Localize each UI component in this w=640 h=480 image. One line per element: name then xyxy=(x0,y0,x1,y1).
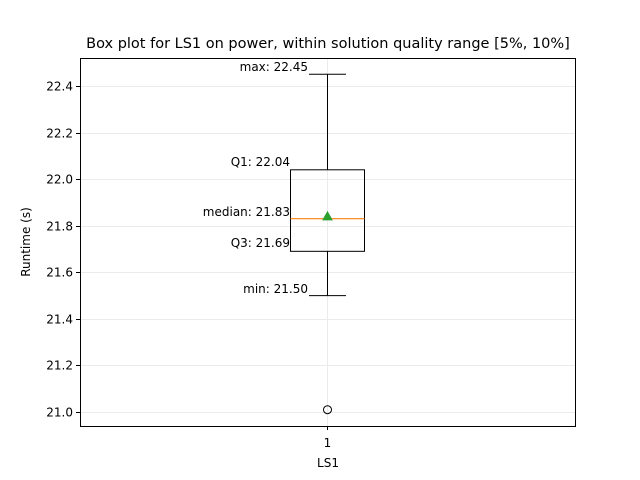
outlier-point xyxy=(323,405,332,415)
annotation-q1: Q1: 22.04 xyxy=(231,155,290,169)
annotations: max: 22.45 Q1: 22.04 median: 21.83 Q3: 2… xyxy=(203,60,308,296)
y-tick-label: 22.0 xyxy=(46,173,73,187)
grid-lines xyxy=(80,58,575,426)
y-tick-label: 21.2 xyxy=(46,359,73,373)
annotation-min: min: 21.50 xyxy=(243,282,308,296)
annotation-median: median: 21.83 xyxy=(203,205,290,219)
x-axis: 1 xyxy=(324,426,332,450)
y-axis: 21.0 21.2 21.4 21.6 21.8 22.0 22.2 22.4 xyxy=(46,80,80,420)
y-tick-label: 21.8 xyxy=(46,220,73,234)
annotation-q3: Q3: 21.69 xyxy=(231,236,290,250)
y-tick-label: 21.6 xyxy=(46,266,73,280)
chart-title: Box plot for LS1 on power, within soluti… xyxy=(86,36,570,52)
y-tick-label: 21.0 xyxy=(46,406,73,420)
mean-marker xyxy=(322,210,333,221)
y-tick-label: 22.2 xyxy=(46,127,73,141)
y-tick-label: 22.4 xyxy=(46,80,73,94)
box-series xyxy=(290,73,365,415)
y-tick-label: 21.4 xyxy=(46,313,73,327)
y-axis-label: Runtime (s) xyxy=(19,207,33,277)
x-axis-label: LS1 xyxy=(317,456,339,470)
iqr-box xyxy=(290,169,365,252)
annotation-max: max: 22.45 xyxy=(240,60,308,74)
x-tick-label: 1 xyxy=(324,436,332,450)
